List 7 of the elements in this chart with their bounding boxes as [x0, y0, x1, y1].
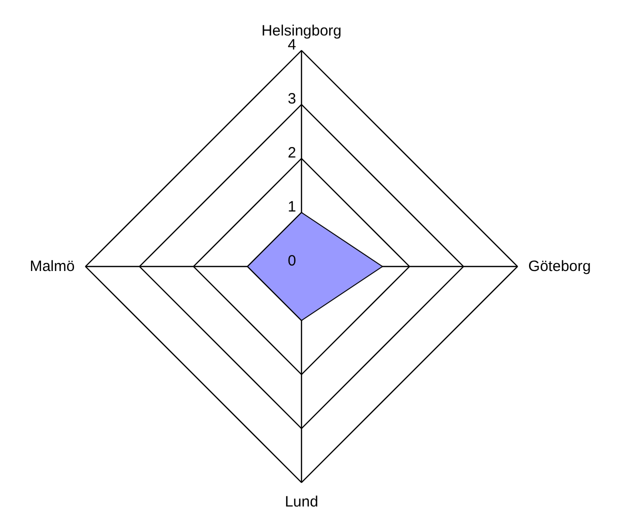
- y-tick-label: 3: [288, 90, 296, 108]
- y-tick-label: 2: [288, 144, 296, 162]
- spoke-label: Göteborg: [528, 258, 591, 275]
- spoke-label: Malmö: [30, 258, 75, 275]
- spoke-label: Lund: [284, 493, 318, 510]
- y-tick-label: 1: [288, 198, 296, 216]
- y-tick-label: 0: [288, 252, 296, 270]
